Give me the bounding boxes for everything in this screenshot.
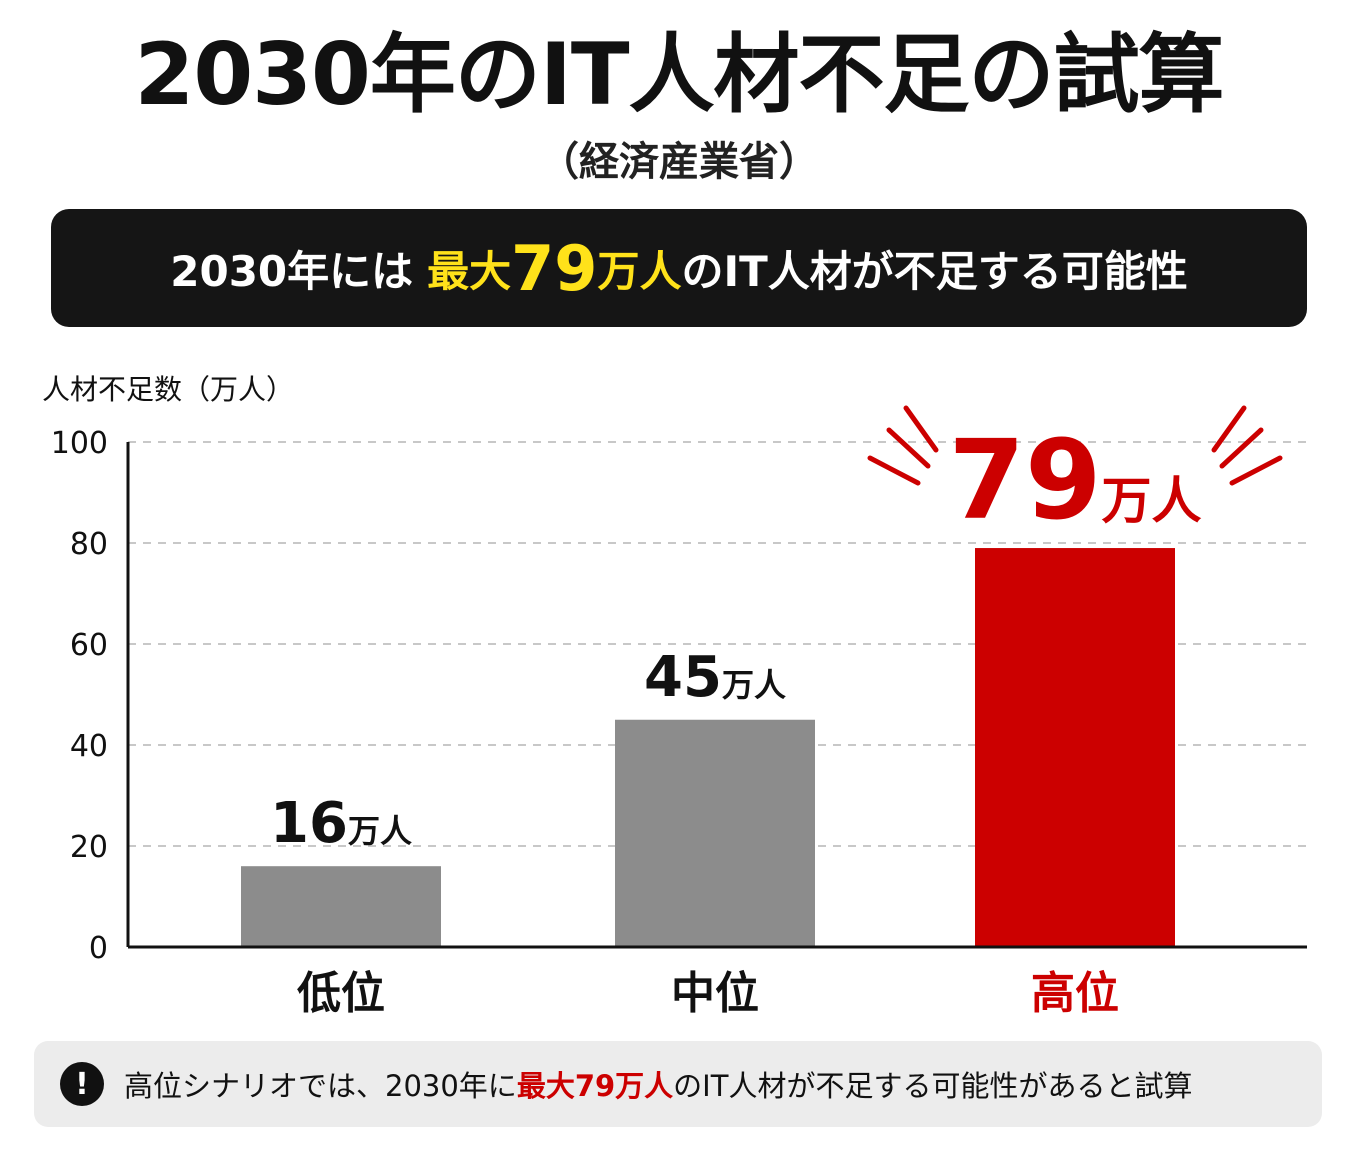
burst-ray [1229, 455, 1283, 486]
value-label: 79万人 [948, 416, 1201, 544]
summary-banner: 2030年には 最大 79 万人 のIT人材が不足する可能性 [51, 209, 1307, 327]
exclamation-icon: ! [60, 1062, 104, 1106]
value-labels: 16万人 45万人 79万人 [270, 416, 1202, 856]
banner-pre-text: 2030年には [170, 246, 414, 296]
burst-ray [886, 427, 931, 469]
value-label: 16万人 [270, 791, 412, 856]
banner-post-text: のIT人材が不足する可能性 [681, 246, 1188, 296]
bar-高位 [975, 548, 1175, 947]
y-tick-label: 20 [70, 830, 108, 865]
footer-highlight: 最大79万人 [516, 1069, 674, 1103]
banner-highlight-unit: 万人 [597, 246, 682, 296]
footer-pre-text: 高位シナリオでは、2030年に [124, 1069, 517, 1103]
y-tick-label: 80 [70, 527, 108, 562]
y-tick-label: 40 [70, 729, 108, 764]
x-tick-label: 低位 [297, 968, 385, 1019]
y-axis-label: 人材不足数（万人） [42, 373, 295, 406]
banner-highlight-max: 最大 [427, 246, 512, 296]
y-tick-label: 0 [89, 931, 108, 966]
value-label: 45万人 [644, 645, 786, 710]
footer-post-text: のIT人材が不足する可能性があると試算 [673, 1069, 1193, 1103]
chart-source: （経済産業省） [539, 139, 819, 185]
burst-ray [867, 455, 921, 486]
x-tick-label: 中位 [671, 968, 759, 1019]
chart-title: 2030年のIT人材不足の試算 [134, 25, 1224, 125]
x-tick-labels: 低位 中位 高位 [297, 968, 1119, 1019]
y-tick-label: 60 [70, 628, 108, 663]
bars [241, 548, 1175, 947]
y-tick-labels: 0 20 40 60 80 100 [51, 426, 108, 966]
bar-中位 [615, 719, 815, 947]
x-tick-label: 高位 [1031, 968, 1119, 1019]
footer-note: ! 高位シナリオでは、2030年に 最大79万人 のIT人材が不足する可能性があ… [34, 1041, 1322, 1127]
highlight-callout [867, 405, 1283, 486]
bar-低位 [241, 866, 441, 947]
y-tick-label: 100 [51, 426, 108, 461]
banner-highlight-number: 79 [511, 231, 598, 305]
burst-ray [1219, 427, 1264, 469]
burst-ray [903, 405, 939, 453]
burst-ray [1211, 405, 1247, 453]
